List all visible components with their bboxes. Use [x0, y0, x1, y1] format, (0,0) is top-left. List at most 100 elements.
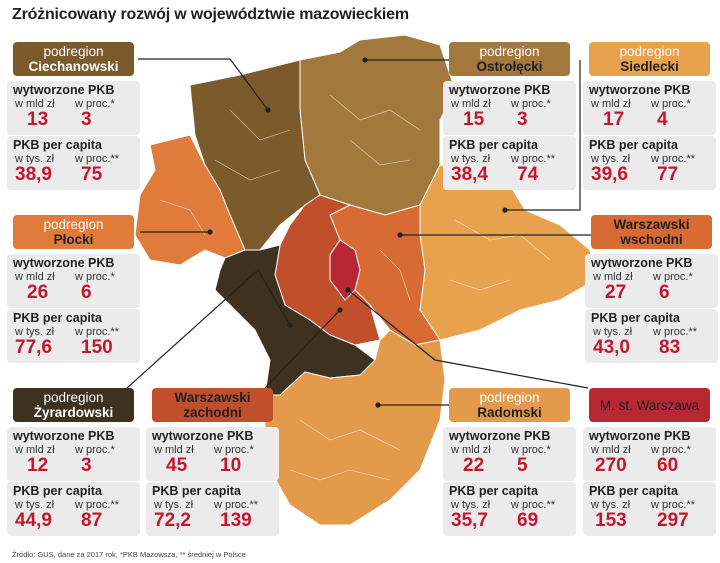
card-header-name: Siedlecki [620, 59, 679, 74]
pc-value-abs: 153 [595, 510, 627, 531]
card-header-name: wschodni [620, 232, 683, 247]
card-header-top: Warszawski [174, 390, 251, 405]
leader-lines [126, 58, 591, 406]
pkb-unit-pct: w proc.* [75, 444, 115, 456]
pkb-value-abs: 45 [166, 455, 188, 476]
pc-unit-pct: w proc.** [651, 499, 696, 511]
card-warszawski-zachodni: Warszawski zachodni wytworzone PKB w mld… [146, 388, 279, 536]
pkb-unit-abs: w mld zł [593, 271, 633, 283]
pc-unit-pct: w proc.** [511, 153, 556, 165]
pc-value-pct: 139 [220, 510, 252, 531]
card-header-name: Ostrołęcki [476, 59, 543, 74]
pkb-value-pct: 3 [81, 109, 92, 130]
pkb-value-abs: 22 [463, 455, 485, 476]
pc-title: PKB per capita [13, 311, 102, 325]
card-ostrolecki: podregion Ostrołęcki wytworzone PKB w ml… [443, 42, 576, 190]
region-radomski[interactable] [264, 329, 446, 526]
card-header: podregion Siedlecki [589, 42, 710, 76]
per-capita-box: PKB per capita w tys. zł w proc.** 35,7 … [443, 482, 576, 536]
region-siedlecki[interactable] [419, 164, 596, 341]
card-header-top: podregion [479, 44, 540, 59]
pkb-unit-pct: w proc.* [214, 444, 254, 456]
pc-value-pct: 150 [81, 337, 113, 358]
card-zyrardowski: podregion Żyrardowski wytworzone PKB w m… [7, 388, 140, 536]
pkb-box: wytworzone PKB w mld zł w proc.* 27 6 [585, 254, 718, 308]
per-capita-box: PKB per capita w tys. zł w proc.** 38,4 … [443, 136, 576, 190]
pc-unit-abs: w tys. zł [593, 326, 633, 338]
pkb-unit-pct: w proc.* [651, 444, 691, 456]
card-header: podregion Płocki [13, 215, 134, 249]
pc-unit-abs: w tys. zł [154, 499, 194, 511]
pc-value-abs: 38,9 [15, 164, 52, 185]
leader-siedlecki [505, 60, 581, 211]
card-radomski: podregion Radomski wytworzone PKB w mld … [443, 388, 576, 536]
pkb-unit-pct: w proc.* [653, 271, 693, 283]
pkb-box: wytworzone PKB w mld zł w proc.* 26 6 [7, 254, 140, 308]
per-capita-box: PKB per capita w tys. zł w proc.** 72,2 … [146, 482, 279, 536]
pkb-title: wytworzone PKB [449, 429, 551, 443]
pkb-box: wytworzone PKB w mld zł w proc.* 13 3 [7, 81, 140, 135]
card-header-name: Płocki [53, 232, 94, 247]
card-header-name: Żyrardowski [33, 405, 114, 420]
pkb-title: wytworzone PKB [13, 256, 115, 270]
card-header-top: podregion [43, 217, 104, 232]
pkb-value-pct: 6 [659, 282, 670, 303]
pkb-box: wytworzone PKB w mld zł w proc.* 17 4 [583, 81, 716, 135]
pc-unit-pct: w proc.** [651, 153, 696, 165]
card-header-name: zachodni [183, 405, 242, 420]
pkb-value-abs: 17 [603, 109, 625, 130]
pkb-unit-abs: w mld zł [591, 444, 631, 456]
per-capita-box: PKB per capita w tys. zł w proc.** 39,6 … [583, 136, 716, 190]
card-siedlecki: podregion Siedlecki wytworzone PKB w mld… [583, 42, 716, 190]
card-header: Warszawski wschodni [591, 215, 712, 249]
card-header-name: Radomski [477, 405, 542, 420]
pkb-value-abs: 270 [595, 455, 627, 476]
pc-unit-abs: w tys. zł [451, 499, 491, 511]
pc-title: PKB per capita [152, 484, 241, 498]
pc-unit-abs: w tys. zł [591, 499, 631, 511]
region-warszawa[interactable] [329, 239, 361, 301]
card-header: M. st. Warszawa [589, 388, 710, 422]
per-capita-box: PKB per capita w tys. zł w proc.** 77,6 … [7, 309, 140, 363]
pc-unit-abs: w tys. zł [591, 153, 631, 165]
pkb-title: wytworzone PKB [152, 429, 254, 443]
pkb-value-pct: 5 [517, 455, 528, 476]
pkb-title: wytworzone PKB [589, 83, 691, 97]
pkb-unit-abs: w mld zł [15, 98, 55, 110]
pkb-box: wytworzone PKB w mld zł w proc.* 12 3 [7, 427, 140, 481]
leader-ciechanowski [138, 58, 269, 111]
pkb-unit-abs: w mld zł [154, 444, 194, 456]
per-capita-box: PKB per capita w tys. zł w proc.** 43,0 … [585, 309, 718, 363]
card-header: podregion Żyrardowski [13, 388, 134, 422]
card-header-top: podregion [619, 44, 680, 59]
pc-unit-pct: w proc.** [214, 499, 259, 511]
pc-value-pct: 83 [659, 337, 681, 358]
card-header: Warszawski zachodni [152, 388, 273, 422]
pc-value-pct: 69 [517, 510, 539, 531]
card-header: podregion Radomski [449, 388, 570, 422]
pc-value-pct: 75 [81, 164, 103, 185]
pkb-unit-pct: w proc.* [75, 271, 115, 283]
pkb-box: wytworzone PKB w mld zł w proc.* 45 10 [146, 427, 279, 481]
pc-title: PKB per capita [589, 138, 678, 152]
pc-title: PKB per capita [449, 484, 538, 498]
pkb-unit-abs: w mld zł [15, 271, 55, 283]
pkb-title: wytworzone PKB [449, 83, 551, 97]
pc-unit-pct: w proc.** [75, 326, 120, 338]
pkb-value-abs: 26 [27, 282, 49, 303]
pc-title: PKB per capita [13, 138, 102, 152]
pc-value-abs: 35,7 [451, 510, 488, 531]
pc-unit-abs: w tys. zł [451, 153, 491, 165]
pkb-unit-pct: w proc.* [75, 98, 115, 110]
pkb-unit-pct: w proc.* [651, 98, 691, 110]
pkb-unit-abs: w mld zł [451, 98, 491, 110]
pkb-title: wytworzone PKB [13, 429, 115, 443]
pc-title: PKB per capita [589, 484, 678, 498]
pkb-title: wytworzone PKB [589, 429, 691, 443]
pc-value-abs: 39,6 [591, 164, 628, 185]
pkb-box: wytworzone PKB w mld zł w proc.* 15 3 [443, 81, 576, 135]
pc-value-abs: 38,4 [451, 164, 488, 185]
pc-value-abs: 44,9 [15, 510, 52, 531]
card-warszawski-wschodni: Warszawski wschodni wytworzone PKB w mld… [585, 215, 718, 363]
pc-title: PKB per capita [13, 484, 102, 498]
